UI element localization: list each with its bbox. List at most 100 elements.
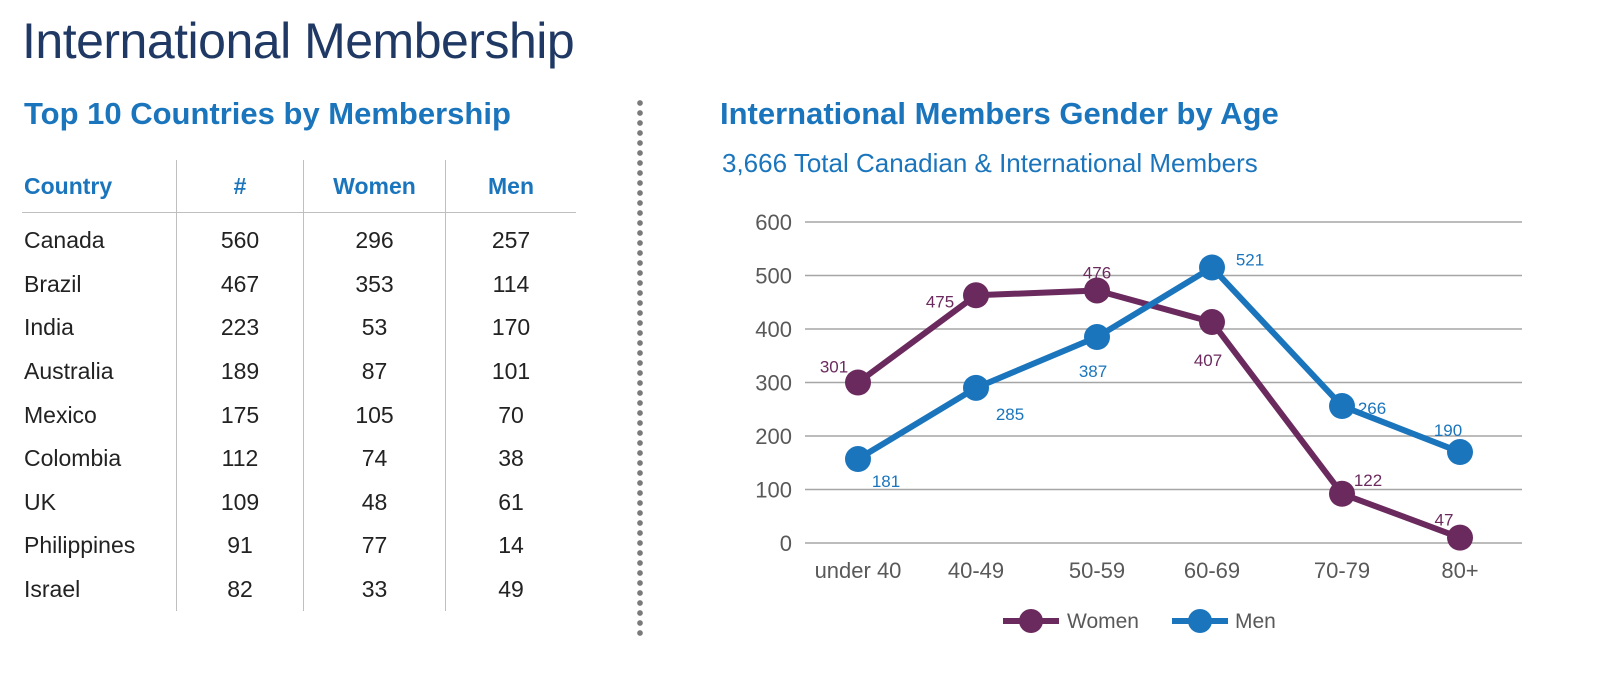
data-point-women	[1199, 309, 1225, 336]
cell-country: Canada	[24, 227, 105, 254]
data-label-men: 181	[872, 472, 900, 491]
data-point-men	[845, 446, 871, 473]
membership-table: Country # Women Men Canada 560 296 257 B…	[22, 160, 576, 612]
cell-men: 49	[445, 567, 576, 612]
header-country: Country	[22, 160, 177, 213]
legend-marker-men	[1188, 609, 1212, 633]
table-row: Philippines 91 77 14	[22, 524, 576, 568]
cell-men: 14	[445, 524, 576, 568]
cell-women: 33	[303, 567, 446, 612]
cell-country: Mexico	[24, 401, 97, 428]
table-row: UK 109 48 61	[22, 480, 576, 525]
x-tick-label: 40-49	[948, 558, 1004, 583]
data-point-men	[1199, 254, 1225, 281]
cell-men: 61	[445, 480, 576, 525]
table-title: Top 10 Countries by Membership	[24, 96, 511, 131]
cell-women: 87	[303, 349, 446, 394]
cell-country: Philippines	[24, 532, 136, 559]
x-tick-label: 70-79	[1314, 558, 1370, 583]
data-point-women	[1447, 524, 1473, 551]
cell-country: Colombia	[24, 445, 122, 472]
chart-title: International Members Gender by Age	[720, 96, 1279, 131]
data-point-women	[963, 282, 989, 309]
table-row: Mexico 175 105 70	[22, 393, 576, 437]
cell-men: 114	[445, 262, 576, 307]
cell-country: Australia	[24, 358, 114, 385]
series-line-men	[856, 264, 1462, 462]
data-label-women: 301	[820, 358, 848, 377]
cell-men: 101	[445, 349, 576, 394]
page-title: International Membership	[22, 13, 575, 69]
y-tick-label: 600	[755, 210, 792, 235]
x-tick-label: 60-69	[1184, 558, 1240, 583]
y-tick-label: 500	[755, 264, 792, 289]
data-label-men: 521	[1236, 250, 1264, 269]
cell-country: UK	[24, 488, 56, 515]
data-point-women	[1329, 480, 1355, 507]
data-label-men: 387	[1079, 362, 1107, 381]
cell-count: 91	[176, 524, 304, 568]
data-label-women: 476	[1083, 263, 1111, 282]
cell-men: 38	[445, 436, 576, 481]
table-row: Brazil 467 353 114	[22, 262, 576, 307]
data-point-men	[1084, 324, 1110, 351]
data-point-men	[963, 374, 989, 401]
cell-women: 53	[303, 306, 446, 350]
cell-country: Brazil	[24, 270, 82, 297]
chart-subtitle: 3,666 Total Canadian & International Mem…	[722, 148, 1258, 178]
header-women: Women	[303, 160, 446, 213]
header-count: #	[176, 160, 304, 213]
cell-women: 48	[303, 480, 446, 525]
data-point-men	[1447, 439, 1473, 466]
data-label-men: 285	[996, 405, 1024, 424]
y-tick-label: 200	[755, 424, 792, 449]
cell-count: 82	[176, 567, 304, 612]
x-tick-label: 80+	[1441, 558, 1478, 583]
x-tick-label: 50-59	[1069, 558, 1125, 583]
data-label-men: 190	[1434, 421, 1462, 440]
data-point-women	[845, 369, 871, 396]
data-label-women: 122	[1354, 471, 1382, 490]
cell-country: India	[24, 314, 74, 341]
cell-men: 170	[445, 306, 576, 350]
cell-women: 105	[303, 393, 446, 437]
table-row: Australia 189 87 101	[22, 349, 576, 394]
y-tick-label: 0	[780, 531, 792, 556]
y-tick-label: 100	[755, 478, 792, 503]
cell-count: 223	[176, 306, 304, 350]
data-label-women: 47	[1435, 511, 1454, 530]
header-men: Men	[445, 160, 576, 213]
cell-women: 77	[303, 524, 446, 568]
data-label-women: 407	[1194, 351, 1222, 370]
cell-count: 112	[176, 436, 304, 481]
y-tick-label: 400	[755, 317, 792, 342]
y-tick-label: 300	[755, 371, 792, 396]
cell-count: 560	[176, 212, 304, 263]
cell-count: 109	[176, 480, 304, 525]
cell-women: 74	[303, 436, 446, 481]
cell-women: 353	[303, 262, 446, 307]
cell-count: 467	[176, 262, 304, 307]
cell-country: Israel	[24, 576, 81, 603]
legend-marker-women	[1019, 609, 1043, 633]
data-point-women	[1084, 277, 1110, 304]
series-line-women	[856, 287, 1462, 541]
cell-men: 257	[445, 212, 576, 263]
cell-count: 189	[176, 349, 304, 394]
table-row: Colombia 112 74 38	[22, 436, 576, 481]
table-row: India 223 53 170	[22, 306, 576, 350]
table-row: Canada 560 296 257	[22, 212, 576, 263]
table-header-row: Country # Women Men	[22, 160, 576, 213]
data-point-men	[1329, 393, 1355, 420]
cell-women: 296	[303, 212, 446, 263]
dotted-divider	[637, 98, 643, 638]
table-row: Israel 82 33 49	[22, 567, 576, 612]
data-label-men: 266	[1358, 399, 1386, 418]
legend-label-women: Women	[1067, 610, 1139, 633]
legend-label-men: Men	[1235, 610, 1276, 633]
data-label-women: 475	[926, 292, 954, 311]
cell-count: 175	[176, 393, 304, 437]
cell-men: 70	[445, 393, 576, 437]
x-tick-label: under 40	[815, 558, 902, 583]
